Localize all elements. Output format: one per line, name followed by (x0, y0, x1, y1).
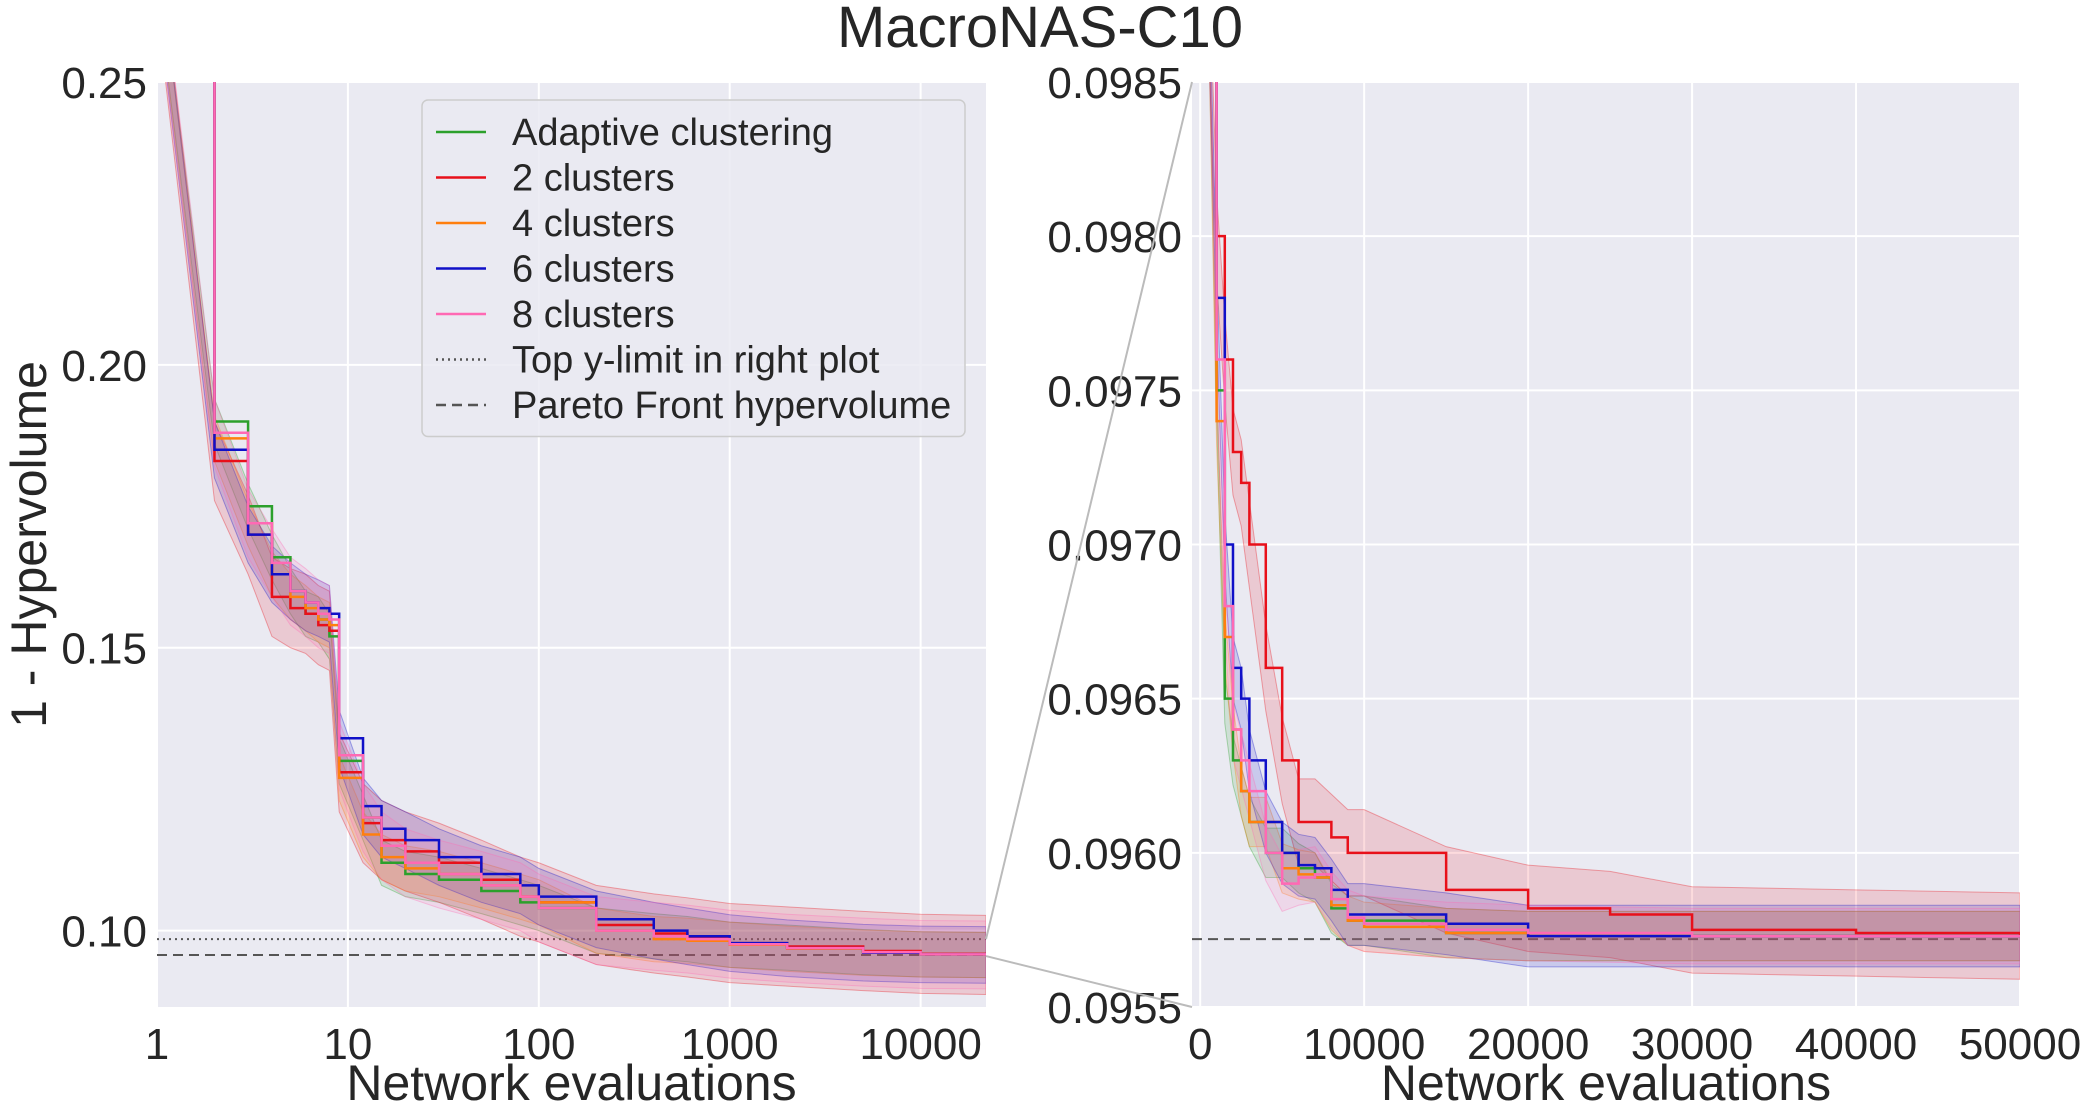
right-x-tick-label: 40000 (1795, 1020, 1917, 1069)
right-y-tick-label: 0.0970 (1047, 522, 1182, 571)
zoom-connector-bottom (985, 955, 1193, 1008)
figure-title: MacroNAS-C10 (837, 0, 1243, 60)
right-y-tick-label: 0.0960 (1047, 830, 1182, 879)
right-series-line (1215, 82, 2020, 937)
legend-label: Adaptive clustering (512, 112, 833, 154)
right-series-line (1215, 82, 2020, 938)
legend-label: 2 clusters (512, 158, 675, 200)
left-y-axis-label: 1 - Hypervolume (1, 361, 57, 728)
right-series-band (1209, 82, 2020, 980)
right-y-tick-label: 0.0985 (1047, 59, 1182, 108)
right-x-tick-label: 10000 (1303, 1020, 1425, 1069)
left-x-tick-label: 1000 (681, 1020, 779, 1069)
legend-label: Pareto Front hypervolume (512, 385, 951, 427)
left-y-tick-label: 0.15 (61, 625, 147, 674)
left-x-tick-label: 10000 (859, 1020, 981, 1069)
left-y-tick-label: 0.25 (61, 59, 147, 108)
right-y-tick-label: 0.0975 (1047, 367, 1182, 416)
left-y-tick-label: 0.20 (61, 342, 147, 391)
legend-label: 8 clusters (512, 294, 675, 336)
right-x-tick-label: 0 (1188, 1020, 1212, 1069)
left-y-tick-label: 0.10 (61, 908, 147, 957)
right-y-tick-label: 0.0980 (1047, 213, 1182, 262)
right-x-tick-label: 20000 (1467, 1020, 1589, 1069)
legend-box (421, 99, 966, 438)
left-x-tick-label: 1 (145, 1020, 169, 1069)
left-x-tick-label: 100 (502, 1020, 575, 1069)
right-panel: 0 10000 20000 30000 40000 50000 0.0955 0.0960 0.… (1047, 59, 2081, 1111)
legend-label: 4 clusters (512, 203, 675, 245)
legend-label: Top y-limit in right plot (512, 340, 880, 382)
left-x-tick-label: 10 (323, 1020, 372, 1069)
right-x-tick-label: 30000 (1631, 1020, 1753, 1069)
right-y-tick-label: 0.0955 (1047, 984, 1182, 1033)
left-series-line (213, 82, 986, 956)
right-y-tick-label: 0.0965 (1047, 676, 1182, 725)
zoom-connector-top (985, 81, 1193, 940)
right-x-tick-label: 50000 (1959, 1020, 2081, 1069)
left-x-axis-label: Network evaluations (346, 1055, 796, 1111)
legend-label: 6 clusters (512, 249, 675, 291)
zoom-connectors (985, 81, 1193, 1008)
right-x-axis-label: Network evaluations (1381, 1055, 1831, 1111)
